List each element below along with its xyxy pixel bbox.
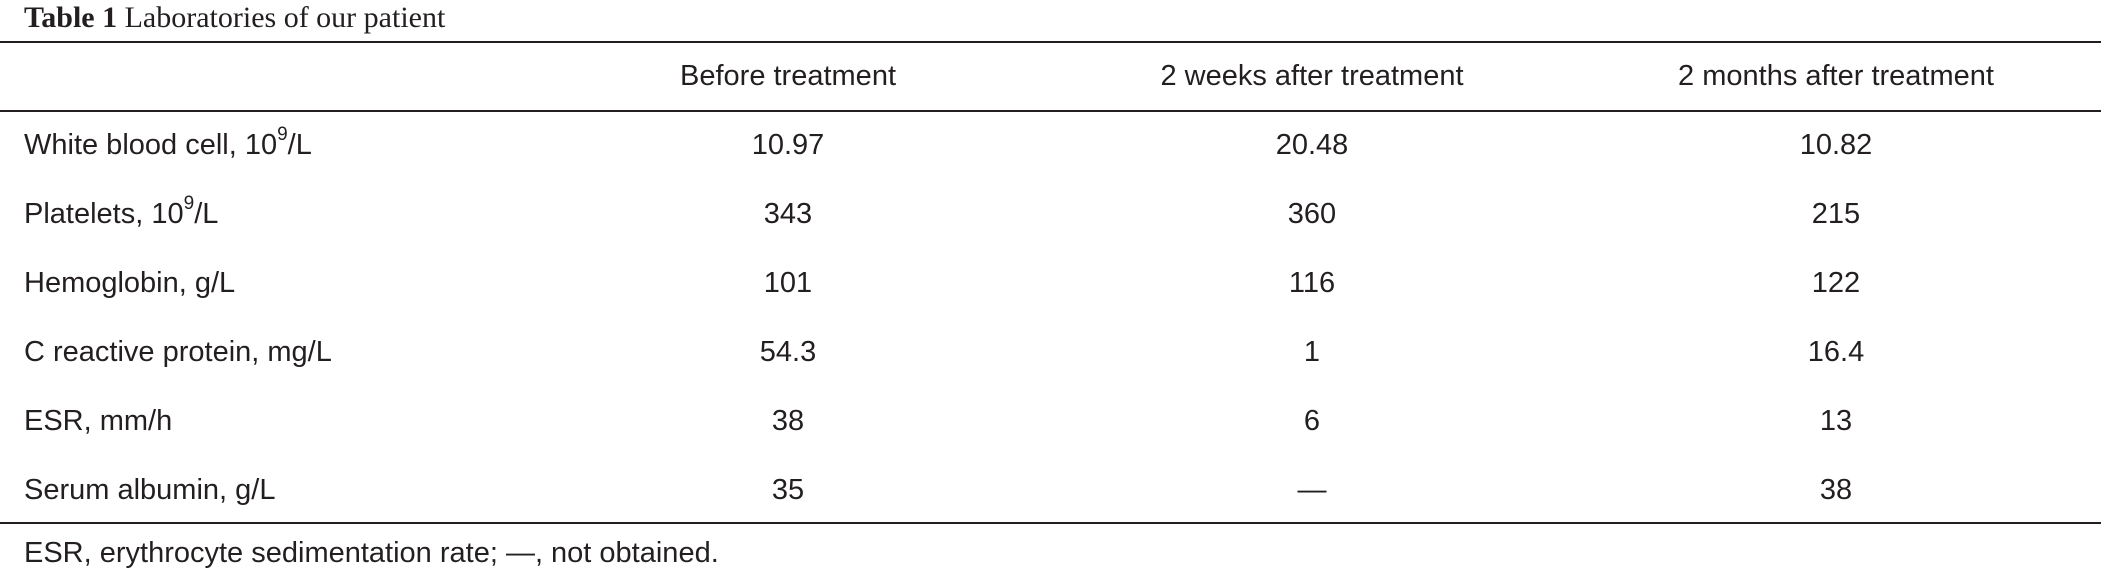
table-row: Hemoglobin, g/L 101 116 122 — [0, 258, 2101, 308]
row-label: Serum albumin, g/L — [24, 474, 276, 506]
header-cell-before-treatment: Before treatment — [680, 60, 896, 92]
value-cell: 215 — [1811, 198, 1861, 230]
value-cell: 38 — [1819, 474, 1853, 506]
value-cell: 10.82 — [1799, 129, 1873, 161]
row-label: Hemoglobin, g/L — [24, 267, 236, 299]
value-cell: 20.48 — [1275, 129, 1349, 161]
table-header-rule — [0, 110, 2101, 112]
table-number: Table 1 — [24, 1, 118, 34]
table-caption: Table 1 Laboratories of our patient — [24, 0, 445, 40]
value-cell: 54.3 — [759, 336, 817, 368]
table-row: Serum albumin, g/L 35 — 38 — [0, 465, 2101, 515]
value-cell: 38 — [771, 405, 805, 437]
table-bottom-rule — [0, 522, 2101, 524]
value-cell: — — [1297, 474, 1327, 506]
row-label: Platelets, 109/L — [24, 193, 219, 230]
value-cell: 35 — [771, 474, 805, 506]
value-cell: 13 — [1819, 405, 1853, 437]
header-cell-2-months: 2 months after treatment — [1678, 60, 1994, 92]
header-cell-2-weeks: 2 weeks after treatment — [1160, 60, 1464, 92]
row-label: ESR, mm/h — [24, 405, 173, 437]
header-cell-empty — [24, 51, 554, 101]
table-row: White blood cell, 109/L 10.97 20.48 10.8… — [0, 120, 2101, 170]
table-title: Laboratories of our patient — [124, 1, 446, 34]
row-label: C reactive protein, mg/L — [24, 336, 332, 368]
value-cell: 101 — [763, 267, 813, 299]
value-cell: 343 — [763, 198, 813, 230]
table-footnote: ESR, erythrocyte sedimentation rate; —, … — [24, 537, 719, 569]
value-cell: 10.97 — [751, 129, 825, 161]
value-cell: 6 — [1303, 405, 1321, 437]
value-cell: 122 — [1811, 267, 1861, 299]
row-label: White blood cell, 109/L — [24, 124, 312, 161]
table-row: ESR, mm/h 38 6 13 — [0, 396, 2101, 446]
table-row: C reactive protein, mg/L 54.3 1 16.4 — [0, 327, 2101, 377]
value-cell: 16.4 — [1807, 336, 1865, 368]
table-row: Platelets, 109/L 343 360 215 — [0, 189, 2101, 239]
table-header-row: Before treatment 2 weeks after treatment… — [0, 51, 2101, 101]
table-top-rule — [0, 41, 2101, 43]
value-cell: 116 — [1288, 267, 1336, 299]
value-cell: 360 — [1287, 198, 1337, 230]
value-cell: 1 — [1303, 336, 1321, 368]
